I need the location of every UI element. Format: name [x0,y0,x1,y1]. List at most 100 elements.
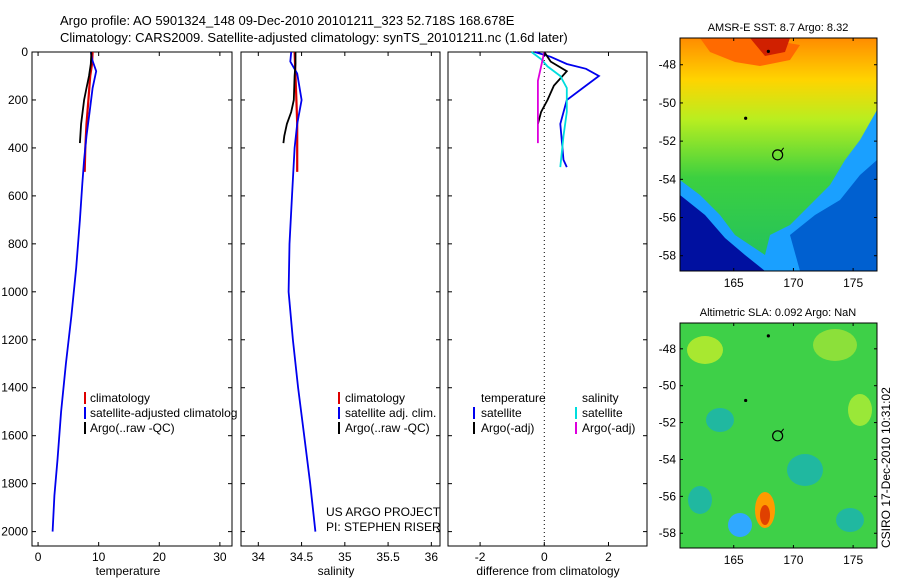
legend-diff-sal-argo: Argo(-adj) [582,421,635,435]
y-tick-label: 400 [8,141,28,155]
sla-ticks: 165 170 175 -48 -50 -52 -54 -56 -58 [659,323,877,567]
sla-anomaly-low [688,486,712,514]
y-tick-label: 1400 [1,381,28,395]
legend-diff-temp-satellite: satellite [481,406,522,420]
sla-heatmap [680,323,877,548]
sla-map-frame [679,322,878,549]
map-y-tick-label: -54 [659,452,677,466]
map-y-tick-label: -56 [659,211,677,225]
y-tick-label: 600 [8,189,28,203]
x-tick-label: 0 [541,550,548,564]
sla-anomaly-high [848,394,872,426]
sla-map-title: Altimetric SLA: 0.092 Argo: NaN [700,307,857,319]
argo-position-marker [772,149,784,161]
difference-legend: temperature salinity satellite Argo(-adj… [473,391,635,435]
pi-annotation: PI: STEPHEN RISER [326,520,441,534]
map-x-tick-label: 170 [783,553,803,567]
temperature-series-group [51,51,98,532]
map-y-tick-label: -52 [659,134,677,148]
x-tick-label: 30 [213,550,227,564]
y-tick-label: 1800 [1,477,28,491]
sst-hot-region [750,38,790,56]
legend-diff-header-salinity: salinity [582,391,619,405]
y-tick-label: 200 [8,93,28,107]
sla-anomaly-high [813,329,857,361]
legend-diff-temp-argo: Argo(-adj) [481,421,534,435]
sst-map-title: AMSR-E SST: 8.7 Argo: 8.32 [708,22,849,34]
y-tick-label: 2000 [1,525,28,539]
salinity-legend: climatology satellite adj. clim. Argo(..… [338,391,436,435]
track-segment [780,428,785,434]
map-x-tick-label: 165 [724,553,744,567]
y-tick-label: 1000 [1,285,28,299]
x-tick-label: 20 [153,550,167,564]
sla-anomaly-high [687,336,723,364]
temp-series-satellite-adjusted-climatology [51,51,98,532]
previous-position-dot [744,398,748,403]
argo-position-marker [772,430,784,442]
x-tick-label: 2 [605,550,612,564]
map-y-tick-label: -50 [659,96,677,110]
map-y-tick-label: -56 [659,489,677,503]
diff-series-temperature-argo-adj- [537,51,569,125]
salinity-axis-label: salinity [318,564,355,578]
map-y-tick-label: -48 [659,58,677,72]
salinity-series-group [282,51,317,532]
x-tick-label: 36 [425,550,439,564]
sst-cold-region [680,195,765,271]
legend-sal-satellite: satellite adj. clim. [345,406,436,420]
map-y-tick-label: -58 [659,249,677,263]
credit-timestamp: CSIRO 17-Dec-2010 10:31:02 [879,387,893,548]
x-tick-label: 35.5 [376,550,400,564]
x-tick-label: 34.5 [290,550,314,564]
x-tick-label: 10 [92,550,106,564]
sal-series-satellite-adj-clim- [287,51,317,532]
map-y-tick-label: -58 [659,526,677,540]
sst-map-frame [679,37,878,272]
previous-position-dot [744,116,748,120]
x-tick-label: 0 [35,550,42,564]
map-y-tick-label: -54 [659,172,677,186]
axis-ticks-group: 0 10 20 30020040060080010001200140016001800… [1,45,647,564]
x-tick-label: -2 [475,550,486,564]
temperature-plot-frame [31,51,233,547]
sst-ticks: 165 170 175 -48 -50 -52 -54 -56 -58 [659,38,877,290]
map-y-tick-label: -48 [659,342,677,356]
legend-diff-sal-satellite: satellite [582,406,623,420]
x-tick-label: 34 [252,550,266,564]
y-tick-label: 1200 [1,333,28,347]
sla-anomaly-low [787,454,823,486]
y-tick-label: 1600 [1,429,28,443]
map-x-tick-label: 165 [724,276,744,290]
legend-temp-satellite: satellite-adjusted climatolog [90,406,237,420]
previous-position-dot [766,334,770,338]
sla-anomaly-negative [728,513,752,537]
sla-anomaly-peak [760,505,770,525]
difference-series-group [530,51,601,168]
temperature-axis-label: temperature [96,564,161,578]
sal-series-argo-raw-qc- [282,52,297,144]
legend-temp-argo: Argo(..raw -QC) [90,421,175,435]
temp-series-argo-raw-qc- [79,51,93,144]
map-x-tick-label: 170 [783,276,803,290]
temperature-legend: climatology satellite-adjusted climatolo… [84,391,237,435]
legend-sal-argo: Argo(..raw -QC) [345,421,430,435]
legend-sal-climatology: climatology [345,391,405,405]
salinity-plot-frame [240,51,441,547]
x-tick-label: 35 [338,550,352,564]
sst-cool-region-east [790,160,877,271]
sst-heatmap [680,38,877,271]
diff-series-salinity-argo-adj- [537,51,546,144]
figure-title-line2: Climatology: CARS2009. Satellite-adjuste… [60,30,568,45]
legend-diff-header-temperature: temperature [481,391,546,405]
project-annotation: US ARGO PROJECT [326,505,441,519]
sla-anomaly-low [836,508,864,532]
difference-axis-label: difference from climatology [476,564,619,578]
y-tick-label: 0 [21,45,28,59]
map-y-tick-label: -50 [659,379,677,393]
y-tick-label: 800 [8,237,28,251]
difference-plot-frame [447,51,648,547]
map-x-tick-label: 175 [843,276,863,290]
diff-series-temperature-satellite [534,51,601,168]
